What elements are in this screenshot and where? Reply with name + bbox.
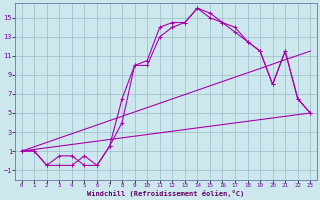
X-axis label: Windchill (Refroidissement éolien,°C): Windchill (Refroidissement éolien,°C) xyxy=(87,190,244,197)
